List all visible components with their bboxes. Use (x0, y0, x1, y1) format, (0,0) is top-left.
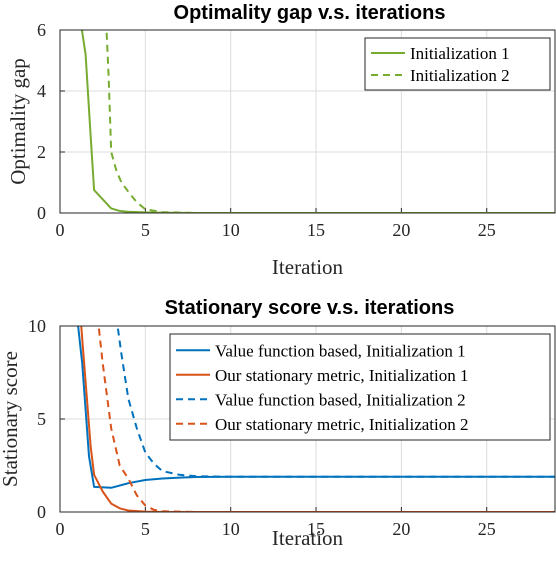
gap-x-tick-label: 25 (478, 220, 496, 240)
score-series-line-4 (97, 326, 555, 512)
gap-axes-frame (59, 29, 556, 214)
score-y-tick-label: 5 (37, 409, 46, 429)
score-x-tick-label: 5 (141, 519, 150, 539)
score-y-tick-label: 0 (37, 502, 46, 522)
gap-y-tick-label: 4 (37, 81, 46, 101)
score-axes-frame (59, 325, 556, 513)
score-series-line-2 (80, 326, 555, 512)
gap-legend-label-1: Initialization 1 (410, 44, 510, 63)
score-legend-label-3: Value function based, Initialization 2 (215, 390, 466, 409)
gap-legend-label-2: Initialization 2 (410, 66, 510, 85)
gap-x-tick-label: 10 (222, 220, 240, 240)
score-y-tick-label: 10 (28, 316, 46, 336)
score-series-line-3 (116, 326, 555, 478)
gap-chart-title: Optimality gap v.s. iterations (174, 2, 446, 24)
gap-x-tick-label: 0 (56, 220, 65, 240)
gap-chart: 0 5 10 15 20 25 0 2 4 6 Optimality gap v.s. iterat… (6, 2, 556, 279)
score-x-tick-label: 25 (478, 519, 496, 539)
gap-y-axis-label: Optimality gap (6, 58, 30, 185)
gap-x-tick-label: 15 (307, 220, 325, 240)
score-y-axis-label: Stationary score (0, 351, 22, 487)
score-chart-title: Stationary score v.s. iterations (165, 297, 455, 319)
gap-x-axis-label: Iteration (272, 255, 344, 279)
gap-y-tick-label: 0 (37, 203, 46, 223)
gap-legend-box (364, 37, 551, 91)
gap-x-tick-label: 5 (141, 220, 150, 240)
score-x-tick-label: 15 (307, 519, 325, 539)
score-x-tick-label: 20 (392, 519, 410, 539)
gap-series-line-2 (105, 30, 555, 213)
score-legend-label-2: Our stationary metric, Initialization 1 (215, 366, 469, 385)
score-x-tick-label: 0 (56, 519, 65, 539)
score-chart: 0 5 10 15 20 25 0 5 10 Stationary score v.s. iter… (0, 297, 556, 550)
score-legend-box (169, 333, 551, 441)
score-x-tick-label: 10 (222, 519, 240, 539)
gap-y-tick-label: 2 (37, 142, 46, 162)
gap-y-tick-label: 6 (37, 20, 46, 40)
score-x-axis-label: Iteration (272, 526, 344, 550)
gap-x-tick-label: 20 (392, 220, 410, 240)
score-legend-label-1: Value function based, Initialization 1 (215, 341, 466, 360)
score-legend-label-4: Our stationary metric, Initialization 2 (215, 415, 469, 434)
